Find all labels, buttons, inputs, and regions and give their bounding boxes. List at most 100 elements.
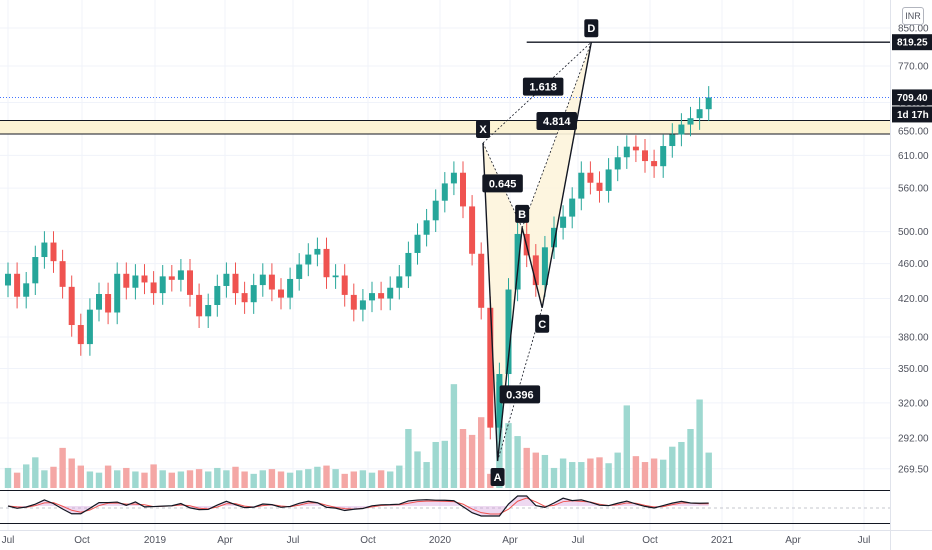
- indicator-fill: [8, 496, 709, 516]
- candle: [541, 247, 548, 286]
- price-tick-label: 500.00: [898, 227, 929, 238]
- ratio-label: 1.618: [522, 77, 564, 96]
- price-tick-label: 420.00: [898, 294, 929, 305]
- time-tick-label: Jul: [858, 535, 871, 546]
- volume-bar: [159, 470, 166, 488]
- ratio-label-bg: [536, 112, 577, 131]
- volume-bar: [13, 472, 21, 488]
- candle: [478, 253, 485, 308]
- volume-bar: [205, 471, 212, 488]
- volume-bar: [660, 459, 667, 488]
- candle: [114, 273, 121, 313]
- time-tick-label: Apr: [785, 535, 801, 546]
- harmonic-pattern-fill: [483, 42, 592, 462]
- time-tick-label: Oct: [360, 535, 376, 546]
- indicator-pane: [0, 490, 890, 524]
- time-axis[interactable]: Jul Oct 2019 Apr Jul Oct 2020 Apr Jul Oct 2021 Apr J…: [0, 530, 932, 547]
- target-price-tag: 819.25: [892, 34, 932, 51]
- candle: [332, 275, 339, 278]
- volume-bar: [177, 471, 185, 488]
- candle: [414, 234, 421, 253]
- currency-badge[interactable]: INR: [902, 7, 924, 25]
- volume-bar: [669, 446, 676, 488]
- point-label-text: B: [518, 209, 526, 221]
- candle: [396, 276, 403, 288]
- volume-bar: [332, 469, 339, 488]
- countdown-tag: 1d 17h: [892, 106, 932, 123]
- volume-bar: [104, 465, 112, 488]
- candles-layer: [5, 86, 712, 440]
- candle: [77, 325, 84, 345]
- candle: [532, 255, 539, 286]
- candle: [587, 172, 594, 183]
- candle: [5, 273, 11, 286]
- volume-bar: [559, 458, 567, 488]
- volume-bar: [405, 429, 412, 488]
- volume-bar: [614, 452, 621, 488]
- candle: [241, 293, 248, 303]
- volume-bar: [132, 471, 139, 488]
- ratio-label-bg: [499, 385, 541, 404]
- price-axis[interactable]: 850.00770.00700.00650.00610.00560.00500.…: [890, 0, 930, 550]
- volume-bar: [450, 384, 458, 488]
- candle: [250, 285, 257, 303]
- candle: [32, 257, 39, 284]
- candle: [205, 304, 212, 317]
- price-tick-label: 380.00: [898, 332, 929, 343]
- candle: [660, 146, 667, 167]
- countdown-tag-text: 1d 17h: [897, 110, 929, 121]
- time-tick-label: Apr: [217, 535, 233, 546]
- candle: [359, 300, 366, 310]
- volume-bar: [305, 469, 312, 488]
- volume-bar: [4, 467, 12, 488]
- candle: [141, 275, 148, 283]
- volume-bar: [341, 473, 348, 488]
- volume-bar: [123, 467, 130, 488]
- volume-bar: [432, 441, 439, 488]
- candle: [105, 294, 112, 313]
- candle: [150, 282, 157, 294]
- candle: [159, 276, 166, 294]
- ratio-line-bd: [521, 42, 592, 228]
- time-tick-label: Oct: [642, 535, 658, 546]
- ratio-label: 0.645: [482, 174, 523, 193]
- candle: [514, 233, 521, 290]
- time-tick-label: Apr: [502, 535, 518, 546]
- last-price-tag-text: 709.40: [897, 93, 928, 104]
- time-tick-label: 2019: [144, 535, 167, 546]
- candle: [96, 294, 102, 310]
- price-tick-label: 320.00: [898, 398, 929, 409]
- pattern-triangle-bcd: [522, 42, 592, 308]
- ratio-label-text: 4.814: [543, 116, 571, 128]
- pattern-point-c: C: [535, 314, 550, 333]
- candle: [378, 293, 385, 299]
- price-tick-label: 850.00: [898, 24, 929, 35]
- price-tick-label: 610.00: [898, 151, 929, 162]
- candle: [223, 273, 230, 286]
- point-label-bg: [515, 204, 530, 223]
- point-label-text: X: [479, 124, 487, 136]
- candle: [168, 276, 175, 280]
- target-price-tag-bg: [892, 34, 932, 51]
- candle: [405, 252, 412, 277]
- volume-bar: [632, 456, 640, 488]
- candle: [423, 220, 430, 235]
- volume-bar: [77, 465, 84, 488]
- price-tick-label: 560.00: [898, 184, 929, 195]
- volume-bar: [687, 429, 694, 488]
- volume-bar: [296, 470, 303, 488]
- volume-layer: [4, 381, 712, 488]
- volume-bar: [550, 467, 558, 488]
- candle: [669, 134, 676, 147]
- volume-bar: [186, 470, 194, 488]
- candle: [41, 242, 48, 258]
- support-resistance-zone[interactable]: [0, 120, 890, 134]
- volume-bar: [23, 464, 30, 488]
- ratio-label-bg: [522, 77, 564, 96]
- candle: [123, 273, 130, 288]
- candle: [350, 294, 357, 310]
- price-tick-label: 460.00: [898, 259, 929, 270]
- volume-bar: [377, 470, 385, 488]
- price-tags: 819.25 709.40 1d 17h: [892, 34, 932, 123]
